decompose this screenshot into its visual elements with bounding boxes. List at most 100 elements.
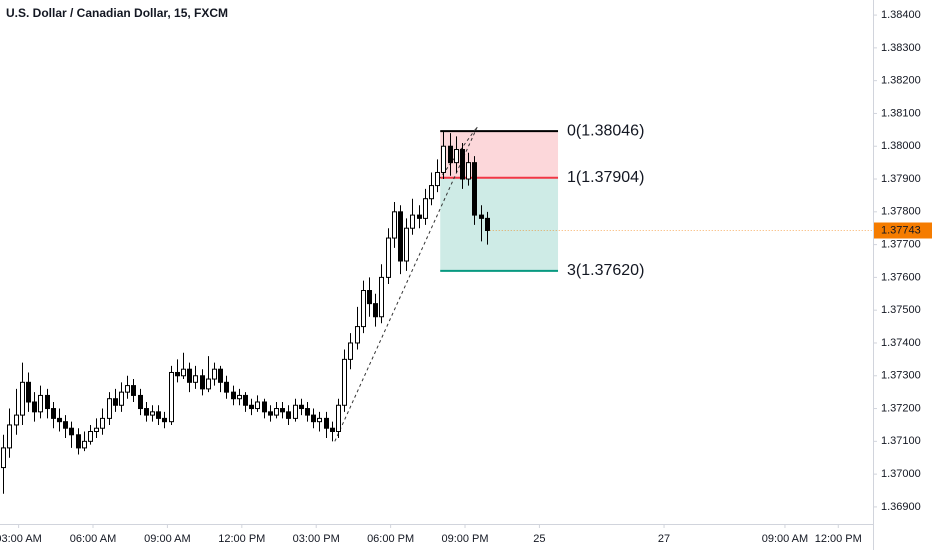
- candle-body: [379, 276, 384, 318]
- candle-body: [280, 408, 285, 413]
- candle-body: [113, 398, 118, 406]
- candle-body: [212, 368, 217, 380]
- candle-body: [262, 401, 267, 413]
- x-tick-label: 12:00 PM: [815, 533, 862, 545]
- candle-body: [38, 394, 43, 413]
- y-tick-label: 1.38200: [881, 75, 921, 87]
- candle-body: [249, 404, 254, 410]
- x-tick-label: 25: [533, 533, 545, 545]
- candle-body: [7, 424, 12, 449]
- x-tick-label: 12:00 PM: [218, 533, 265, 545]
- fib-trend: [334, 126, 478, 442]
- y-tick-label: 1.37000: [881, 468, 921, 480]
- candle-body: [243, 394, 248, 406]
- candle-body: [69, 427, 74, 436]
- candle-body: [361, 290, 366, 328]
- candle-body: [472, 162, 477, 216]
- candle-body: [355, 326, 360, 344]
- candle-body: [293, 404, 298, 419]
- candle-body: [51, 408, 56, 419]
- candle-body: [305, 408, 310, 416]
- candle-body: [107, 398, 112, 419]
- y-tick-label: 1.37500: [881, 304, 921, 316]
- candle-body: [156, 411, 161, 419]
- candle-body: [311, 414, 316, 423]
- candle-body: [330, 427, 335, 433]
- candle-body: [231, 391, 236, 400]
- candle-body: [26, 381, 31, 403]
- fib-zone-loss: [440, 131, 559, 178]
- candle-body: [237, 394, 242, 400]
- candle-body: [119, 391, 124, 406]
- candle-body: [373, 303, 378, 318]
- x-tick-label: 09:00 PM: [441, 533, 488, 545]
- candle-body: [200, 375, 205, 390]
- candle-body: [386, 237, 391, 278]
- y-tick-label: 1.37800: [881, 206, 921, 218]
- x-tick-label: 09:00 AM: [144, 533, 190, 545]
- candle-body: [299, 404, 304, 410]
- candle-body: [14, 414, 19, 426]
- candle-body: [63, 421, 68, 429]
- y-tick-label: 1.37400: [881, 337, 921, 349]
- y-tick-label: 1.37300: [881, 370, 921, 382]
- fib-zone-target: [440, 177, 559, 271]
- candle-body: [88, 431, 93, 442]
- candle-body: [429, 185, 434, 200]
- candle-body: [274, 408, 279, 416]
- candle-body: [162, 417, 167, 423]
- candle-body: [479, 214, 484, 219]
- y-tick-label: 1.38400: [881, 9, 921, 21]
- candle-body: [57, 417, 62, 423]
- x-tick-label: 03:00 PM: [293, 533, 340, 545]
- candle-body: [150, 411, 155, 416]
- candle-body: [485, 217, 490, 232]
- candle-body: [193, 375, 198, 383]
- y-tick-label: 1.37200: [881, 402, 921, 414]
- candle-body: [448, 145, 453, 164]
- candle-body: [466, 162, 471, 180]
- y-tick-label: 1.36900: [881, 501, 921, 513]
- y-tick-label: 1.38100: [881, 107, 921, 119]
- candle-body: [76, 434, 81, 449]
- candle-body: [224, 381, 229, 393]
- candle-body: [169, 371, 174, 423]
- candle-body: [45, 394, 50, 410]
- candle-body: [392, 211, 397, 239]
- fib-label: 0(1.38046): [567, 122, 644, 139]
- candle-body: [144, 408, 149, 416]
- candle-body: [125, 385, 130, 393]
- candle-body: [82, 440, 87, 449]
- candle-body: [94, 427, 99, 433]
- candle-body: [317, 417, 322, 423]
- candle-body: [268, 411, 273, 416]
- candle-body: [255, 401, 260, 410]
- candle-body: [206, 378, 211, 390]
- y-tick-label: 1.37900: [881, 173, 921, 185]
- candle-body: [423, 198, 428, 219]
- candle-body: [20, 381, 25, 416]
- candle-body: [218, 368, 223, 383]
- candle-body: [404, 227, 409, 262]
- candle-body: [324, 417, 329, 429]
- candle-body: [131, 385, 136, 396]
- y-tick-label: 1.38300: [881, 42, 921, 54]
- fib-label: 3(1.37620): [567, 262, 644, 279]
- candle-body: [336, 404, 341, 433]
- candle-body: [181, 368, 186, 377]
- x-tick-label: 06:00 AM: [70, 533, 116, 545]
- candle-body: [441, 145, 446, 173]
- y-tick-label: 1.37600: [881, 271, 921, 283]
- chart-title: U.S. Dollar / Canadian Dollar, 15, FXCM: [6, 6, 228, 20]
- candle-body: [460, 149, 465, 180]
- y-tick-label: 1.37100: [881, 435, 921, 447]
- candle-body: [348, 342, 353, 360]
- x-tick-label: 03:00 AM: [0, 533, 42, 545]
- candle-body: [32, 401, 37, 413]
- candle-body: [417, 214, 422, 219]
- x-tick-label: 09:00 AM: [762, 533, 808, 545]
- candle-body: [454, 149, 459, 164]
- candle-body: [435, 171, 440, 187]
